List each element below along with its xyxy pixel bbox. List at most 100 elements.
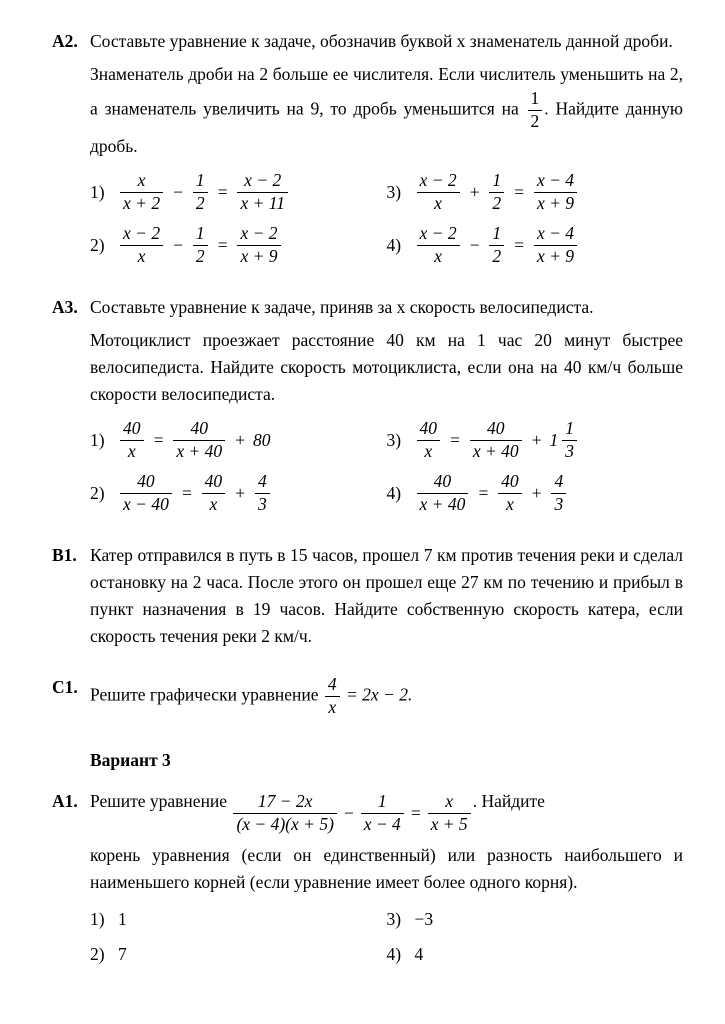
option-3: 3) −3 — [387, 906, 684, 933]
den: 3 — [255, 494, 270, 516]
num: 1 — [489, 170, 504, 193]
den: x + 9 — [534, 246, 577, 268]
op: = — [153, 427, 165, 454]
problem-label: А1. — [52, 788, 90, 815]
option-row: 1) xx + 2 − 12 = x − 2x + 11 3) x − 2x — [90, 170, 683, 215]
num: 1 — [489, 223, 504, 246]
problem-text-1: Решите уравнение 17 − 2x(x − 4)(x + 5) −… — [90, 788, 683, 836]
numerator: 1 — [528, 88, 543, 111]
op: + — [531, 427, 543, 454]
problem-text-2: корень уравнения (если он единственный) … — [90, 842, 683, 896]
op: = — [477, 480, 489, 507]
problem-a2: А2. Составьте уравнение к задаче, обозна… — [52, 28, 683, 276]
num: 1 — [193, 170, 208, 193]
op: + — [234, 427, 246, 454]
text: = 2x − 2. — [342, 685, 413, 705]
num: x − 2 — [237, 170, 288, 193]
op: − — [469, 232, 481, 259]
op: + — [469, 179, 481, 206]
option-number: 4) — [387, 232, 415, 259]
problem-b1: В1. Катер отправился в путь в 15 часов, … — [52, 542, 683, 657]
problem-a1: А1. Решите уравнение 17 − 2x(x − 4)(x + … — [52, 788, 683, 976]
problem-body: Составьте уравнение к задаче, приняв за … — [90, 294, 683, 524]
equation: xx + 2 − 12 = x − 2x + 11 — [118, 170, 290, 215]
num: x — [428, 791, 471, 814]
num: x — [120, 170, 163, 193]
den: x + 40 — [417, 494, 469, 516]
num: 40 — [417, 418, 441, 441]
den: 2 — [489, 193, 504, 215]
problem-text: Катер отправился в путь в 15 часов, прош… — [90, 542, 683, 651]
option-row: 1) 1 3) −3 — [90, 906, 683, 933]
option-number: 2) — [90, 941, 118, 968]
num: x − 2 — [237, 223, 280, 246]
problem-text-2: Мотоциклист проезжает расстояние 40 км н… — [90, 327, 683, 408]
den: x — [120, 441, 144, 463]
option-1: 1) 1 — [90, 906, 387, 933]
num: 17 − 2x — [233, 791, 336, 814]
problem-body: Решите уравнение 17 − 2x(x − 4)(x + 5) −… — [90, 788, 683, 976]
option-number: 3) — [387, 179, 415, 206]
den: x + 40 — [470, 441, 522, 463]
problem-c1: С1. Решите графически уравнение 4x = 2x … — [52, 674, 683, 725]
num: x − 4 — [534, 223, 577, 246]
option-number: 3) — [387, 427, 415, 454]
den: x + 5 — [428, 814, 471, 836]
option-number: 2) — [90, 480, 118, 507]
op: = — [449, 427, 461, 454]
problem-label: В1. — [52, 542, 90, 569]
text: Решите графически уравнение — [90, 685, 323, 705]
problem-row: А3. Составьте уравнение к задаче, приняв… — [52, 294, 683, 524]
problem-row: С1. Решите графически уравнение 4x = 2x … — [52, 674, 683, 725]
equation: 40x − 40 = 40x + 43 — [118, 471, 272, 516]
num: 1 — [562, 418, 577, 441]
num: 1 — [361, 791, 404, 814]
den: x — [202, 494, 226, 516]
problem-label: А2. — [52, 28, 90, 55]
op: = — [217, 179, 229, 206]
options: 1) xx + 2 − 12 = x − 2x + 11 3) x − 2x — [90, 170, 683, 268]
den: x — [417, 441, 441, 463]
den: 2 — [193, 246, 208, 268]
option-value: 4 — [415, 941, 424, 968]
option-number: 4) — [387, 941, 415, 968]
den: x − 4 — [361, 814, 404, 836]
option-number: 1) — [90, 906, 118, 933]
option-row: 2) x − 2x − 12 = x − 2x + 9 4) x − 2x — [90, 223, 683, 268]
option-row: 2) 7 4) 4 — [90, 941, 683, 968]
den: 2 — [193, 193, 208, 215]
den: x + 2 — [120, 193, 163, 215]
option-number: 2) — [90, 232, 118, 259]
den: 2 — [489, 246, 504, 268]
op: = — [217, 232, 229, 259]
den: 3 — [562, 441, 577, 463]
problem-label: А3. — [52, 294, 90, 321]
problem-text-1: Составьте уравнение к задаче, обозначив … — [90, 28, 683, 55]
den: x + 40 — [173, 441, 225, 463]
num: 40 — [417, 471, 469, 494]
problem-body: Катер отправился в путь в 15 часов, прош… — [90, 542, 683, 657]
problem-text-2: Знаменатель дроби на 2 больше ее числите… — [90, 61, 683, 160]
op: − — [172, 179, 184, 206]
equation: 17 − 2x(x − 4)(x + 5) − 1x − 4 = xx + 5 — [231, 791, 472, 836]
option-4: 4) 4 — [387, 941, 684, 968]
num: 40 — [120, 418, 144, 441]
option-row: 1) 40x = 40x + 40 + 80 3) 40x — [90, 418, 683, 463]
option-number: 1) — [90, 427, 118, 454]
op: = — [181, 480, 193, 507]
equation: x − 2x − 12 = x − 4x + 9 — [415, 223, 580, 268]
option-value: 7 — [118, 941, 127, 968]
denominator: 2 — [528, 111, 543, 133]
problem-body: Составьте уравнение к задаче, обозначив … — [90, 28, 683, 276]
option-2: 2) 40x − 40 = 40x + 43 — [90, 471, 387, 516]
num: 4 — [551, 471, 566, 494]
den: 3 — [551, 494, 566, 516]
problem-text-1: Составьте уравнение к задаче, приняв за … — [90, 294, 683, 321]
text: Решите уравнение — [90, 791, 231, 811]
problem-body: Решите графически уравнение 4x = 2x − 2. — [90, 674, 683, 725]
option-number: 3) — [387, 906, 415, 933]
option-1: 1) 40x = 40x + 40 + 80 — [90, 418, 387, 463]
option-row: 2) 40x − 40 = 40x + 43 4) 40x + 40 — [90, 471, 683, 516]
option-3: 3) x − 2x + 12 = x − 4x + 9 — [387, 170, 684, 215]
problem-row: А1. Решите уравнение 17 − 2x(x − 4)(x + … — [52, 788, 683, 976]
